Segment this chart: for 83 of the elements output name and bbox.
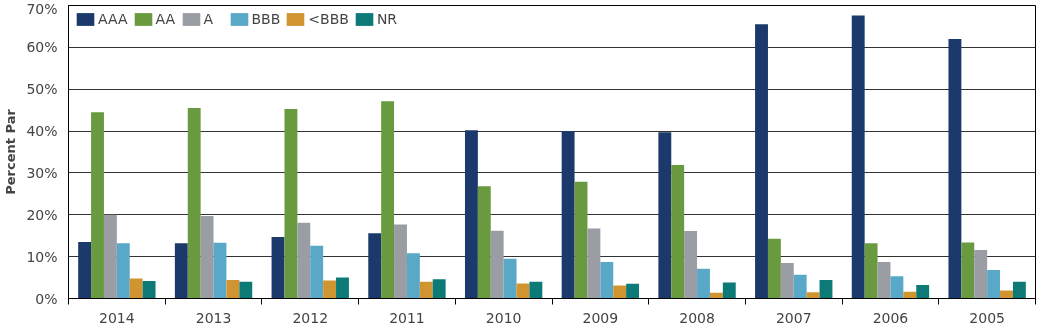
bar xyxy=(819,280,833,299)
bar xyxy=(851,15,865,299)
bar xyxy=(903,291,917,299)
y-tick-label: 60% xyxy=(26,39,58,56)
bar xyxy=(116,243,130,299)
legend-label: AA xyxy=(155,11,176,27)
bar xyxy=(432,279,446,299)
bar xyxy=(767,238,781,299)
x-tick-label: 2012 xyxy=(292,309,329,326)
bar xyxy=(987,270,1001,299)
bar xyxy=(658,132,672,299)
bar xyxy=(587,228,601,299)
x-tick-label: 2014 xyxy=(99,309,135,326)
y-tick-label: 0% xyxy=(35,290,58,307)
bar xyxy=(877,262,891,299)
x-tick-label: 2009 xyxy=(582,309,619,326)
bar xyxy=(381,101,395,299)
y-tick-label: 20% xyxy=(26,206,58,223)
legend-label: <BBB xyxy=(308,11,349,27)
bar xyxy=(368,233,382,299)
bar xyxy=(284,108,298,299)
y-axis-title: Percent Par xyxy=(3,108,19,195)
bar xyxy=(419,281,433,299)
bar xyxy=(684,231,698,299)
legend-label: NR xyxy=(376,11,398,27)
bar xyxy=(806,292,820,299)
bar xyxy=(722,282,736,299)
bar xyxy=(697,268,710,299)
bar xyxy=(406,253,420,299)
y-tick-label: 40% xyxy=(26,123,58,140)
bar xyxy=(464,130,478,299)
bar xyxy=(142,280,156,299)
bar xyxy=(793,274,807,299)
legend-label: BBB xyxy=(251,11,281,27)
x-tick-label: 2010 xyxy=(485,309,522,326)
bar xyxy=(271,236,285,299)
bar xyxy=(503,258,517,299)
bar xyxy=(129,278,143,299)
bar xyxy=(780,262,794,299)
x-tick-label: 2008 xyxy=(679,309,715,326)
x-tick-label: 2013 xyxy=(195,309,232,326)
bar xyxy=(961,242,975,299)
bar xyxy=(671,164,685,299)
bar xyxy=(200,216,214,299)
bar xyxy=(755,24,768,299)
y-tick-label: 70% xyxy=(26,0,58,17)
legend-label: AAA xyxy=(98,11,128,27)
bar xyxy=(213,242,227,299)
x-tick-label: 2007 xyxy=(775,309,812,326)
x-tick-label: 2006 xyxy=(872,309,909,326)
bar xyxy=(394,224,407,299)
y-tick-label: 30% xyxy=(26,164,58,181)
bar xyxy=(187,108,201,299)
bar xyxy=(916,285,930,299)
bar xyxy=(864,243,878,299)
bar xyxy=(574,181,588,299)
bar xyxy=(297,222,311,299)
legend-label: A xyxy=(203,11,215,27)
bar xyxy=(239,281,253,299)
y-tick-label: 50% xyxy=(26,81,58,98)
bar xyxy=(516,283,530,299)
bar xyxy=(529,281,543,299)
bar xyxy=(1012,281,1026,299)
bar xyxy=(78,241,92,299)
bar xyxy=(561,131,575,299)
bar xyxy=(91,112,104,299)
bar xyxy=(490,230,504,299)
bar xyxy=(336,277,349,299)
bar xyxy=(103,214,117,299)
bar xyxy=(323,280,337,299)
bar xyxy=(310,245,324,299)
bar xyxy=(626,283,640,299)
x-tick-label: 2005 xyxy=(969,309,1005,326)
bar xyxy=(477,186,491,299)
y-tick-label: 10% xyxy=(26,248,58,265)
bar xyxy=(613,285,627,299)
bar xyxy=(890,276,904,299)
bar xyxy=(948,38,962,299)
bar xyxy=(226,280,240,299)
x-tick-label: 2011 xyxy=(389,309,425,326)
bar xyxy=(174,243,188,299)
bar xyxy=(600,262,614,299)
bar xyxy=(974,249,988,299)
